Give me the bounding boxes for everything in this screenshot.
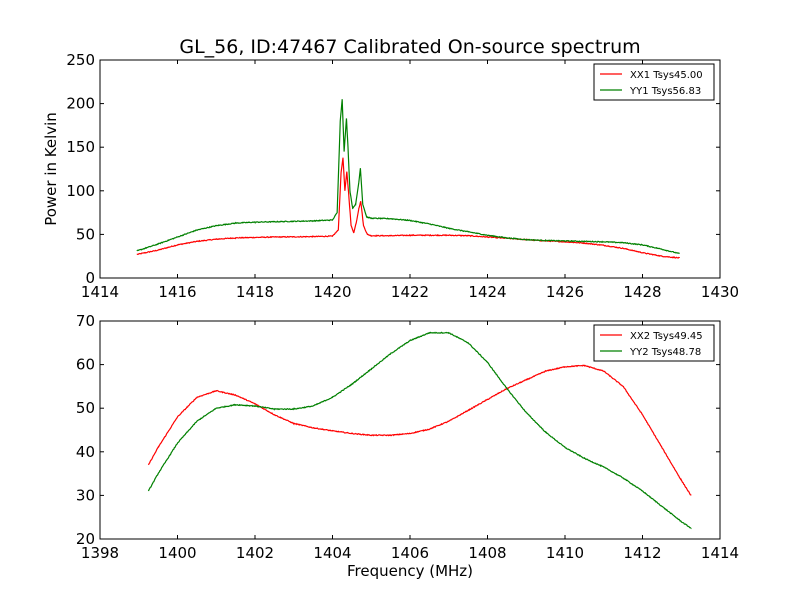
y-tick-label: 200	[66, 95, 95, 113]
series-line-2	[136, 99, 680, 254]
x-tick-label: 1406	[391, 544, 429, 562]
legend-label: YY1 Tsys56.83	[629, 86, 701, 97]
x-tick-label: 1412	[623, 544, 661, 562]
x-tick-label: 1402	[236, 544, 274, 562]
figure-title: GL_56, ID:47467 Calibrated On-source spe…	[179, 36, 640, 58]
series-line-1	[136, 157, 680, 259]
x-tick-label: 1418	[236, 283, 274, 301]
x-tick-label: 1414	[701, 544, 739, 562]
x-tick-label: 1404	[313, 544, 351, 562]
x-tick-label: 1420	[313, 283, 351, 301]
x-tick-label: 1426	[546, 283, 584, 301]
x-tick-label: 1398	[81, 544, 119, 562]
legend-box	[593, 63, 715, 101]
x-tick-label: 1400	[158, 544, 196, 562]
x-tick-label: 1408	[468, 544, 506, 562]
legend: XX1 Tsys45.00 YY1 Tsys56.83	[593, 63, 715, 101]
y-tick-label: 60	[76, 356, 95, 374]
x-tick-label: 1416	[158, 283, 196, 301]
legend-box	[593, 324, 715, 362]
y-tick-label: 50	[76, 225, 95, 243]
x-tick-label: 1410	[546, 544, 584, 562]
series-line-1	[147, 364, 692, 496]
chart-2: 1398 1400 1402 1404 1406 1408 1410 1412 1414 20 30…	[76, 312, 739, 580]
y-axis-label: Power in Kelvin	[42, 112, 60, 226]
x-tick-label: 1422	[391, 283, 429, 301]
y-tick-label: 40	[76, 443, 95, 461]
x-tick-label: 1430	[701, 283, 739, 301]
series-line-2	[147, 331, 692, 530]
plots-group: 1414 1416 1418 1420 1422 1424 1426 1428 14300501…	[42, 51, 739, 580]
legend-label: YY2 Tsys48.78	[629, 347, 701, 358]
legend-label: XX1 Tsys45.00	[630, 70, 703, 81]
y-tick-label: 70	[76, 312, 95, 330]
y-tick-label: 0	[85, 269, 95, 287]
chart-1: 1414 1416 1418 1420 1422 1424 1426 1428 1430 0 50 1…	[42, 51, 739, 301]
legend-label: XX2 Tsys49.45	[630, 331, 703, 342]
x-tick-label: 1414	[81, 283, 119, 301]
y-tick-label: 20	[76, 530, 95, 548]
y-tick-label: 100	[66, 182, 95, 200]
y-tick-label: 30	[76, 486, 95, 504]
legend: XX2 Tsys49.45 YY2 Tsys48.78	[593, 324, 715, 362]
y-tick-label: 150	[66, 138, 95, 156]
y-tick-label: 50	[76, 399, 95, 417]
x-tick-label: 1428	[623, 283, 661, 301]
x-axis-label: Frequency (MHz)	[347, 562, 473, 580]
y-tick-label: 250	[66, 51, 95, 69]
x-tick-label: 1424	[468, 283, 506, 301]
